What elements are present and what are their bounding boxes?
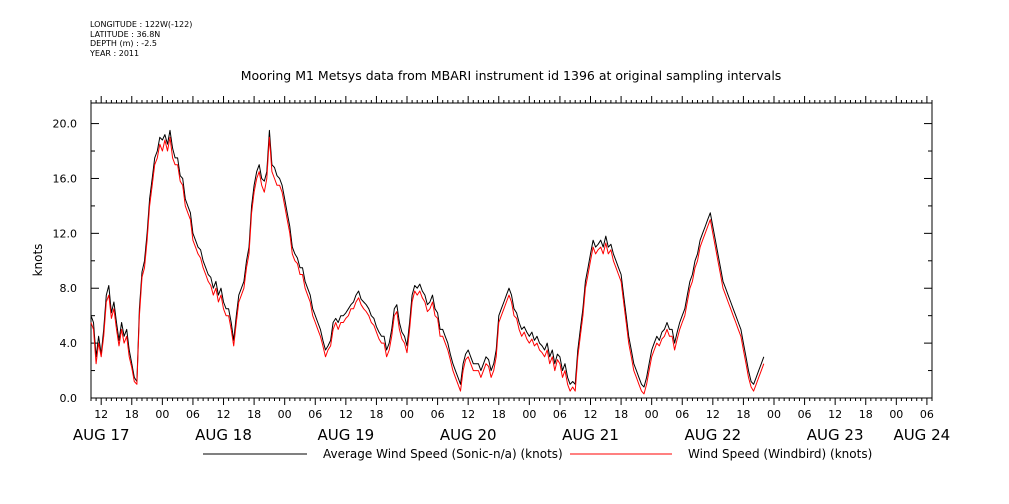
x-hour-tick-label: 18: [736, 408, 750, 421]
x-day-label: AUG 19: [317, 426, 374, 444]
x-hour-tick-label: 06: [920, 408, 934, 421]
x-hour-tick-label: 06: [431, 408, 445, 421]
x-hour-tick-label: 06: [798, 408, 812, 421]
x-day-label: AUG 20: [440, 426, 497, 444]
x-day-label: AUG 21: [562, 426, 619, 444]
x-hour-tick-label: 00: [278, 408, 292, 421]
x-hour-tick-label: 06: [553, 408, 567, 421]
x-hour-tick-label: 00: [889, 408, 903, 421]
x-hour-tick-label: 12: [584, 408, 598, 421]
x-hour-tick-label: 18: [614, 408, 628, 421]
axes: 12 18 00 06 12 18 00 06 12 18 00 06 12 18 00 06 12 18 00 06…: [53, 96, 950, 444]
x-hour-tick-label: 12: [461, 408, 475, 421]
y-tick-label: 0.0: [60, 392, 78, 405]
x-hour-tick-label: 06: [186, 408, 200, 421]
x-hour-tick-label: 18: [125, 408, 139, 421]
x-hour-tick-label: 12: [94, 408, 108, 421]
series-line-windbird: [90, 136, 765, 395]
y-tick-label: 4.0: [60, 337, 78, 350]
x-hour-tick-label: 12: [706, 408, 720, 421]
y-tick-label: 20.0: [53, 118, 78, 131]
x-hour-tick-label: 00: [155, 408, 169, 421]
x-day-label: AUG 24: [893, 426, 950, 444]
series-line-average-wind: [90, 129, 765, 388]
x-hour-tick-label: 18: [369, 408, 383, 421]
x-hour-tick-label: 12: [828, 408, 842, 421]
meta-longitude: LONGITUDE : 122W(-122): [90, 20, 193, 29]
x-day-label: AUG 17: [73, 426, 130, 444]
x-hour-tick-label: 06: [675, 408, 689, 421]
x-hour-tick-label: 12: [339, 408, 353, 421]
x-hour-tick-label: 18: [247, 408, 261, 421]
chart-title: Mooring M1 Metsys data from MBARI instru…: [241, 68, 782, 83]
legend-label-average-wind: Average Wind Speed (Sonic-n/a) (knots): [323, 447, 563, 461]
legend-label-windbird: Wind Speed (Windbird) (knots): [688, 447, 872, 461]
x-hour-tick-label: 00: [400, 408, 414, 421]
x-hour-tick-label: 00: [522, 408, 536, 421]
plot-frame: [90, 102, 933, 399]
y-tick-label: 8.0: [60, 282, 78, 295]
series-layer: [90, 129, 765, 395]
x-hour-tick-label: 00: [645, 408, 659, 421]
x-day-label: AUG 22: [684, 426, 741, 444]
header-metadata: LONGITUDE : 122W(-122) LATITUDE : 36.8N …: [90, 20, 192, 58]
x-hour-tick-label: 06: [308, 408, 322, 421]
x-day-label: AUG 23: [807, 426, 864, 444]
y-tick-label: 12.0: [53, 227, 78, 240]
x-hour-tick-label: 18: [859, 408, 873, 421]
meta-latitude: LATITUDE : 36.8N: [90, 29, 161, 39]
x-hour-tick-label: 00: [767, 408, 781, 421]
x-hour-tick-label: 12: [217, 408, 231, 421]
y-tick-label: 16.0: [53, 172, 78, 185]
legend: Average Wind Speed (Sonic-n/a) (knots) W…: [203, 447, 872, 461]
meta-year: YEAR : 2011: [90, 48, 140, 58]
x-hour-tick-label: 18: [492, 408, 506, 421]
meta-depth: DEPTH (m) : -2.5: [90, 39, 157, 48]
x-day-label: AUG 18: [195, 426, 252, 444]
y-axis-label: knots: [31, 244, 45, 277]
